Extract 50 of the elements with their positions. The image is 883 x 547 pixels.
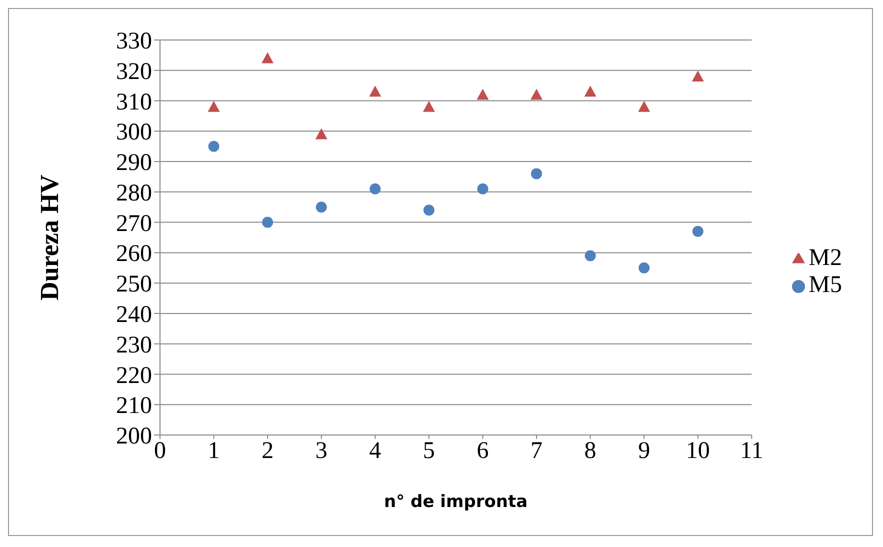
point [638,100,650,112]
point [530,88,543,100]
legend-label: M2 [808,245,842,271]
point [369,86,382,97]
y-tick-label: 280 [116,180,152,206]
x-tick-label: 6 [476,438,489,464]
y-tick-label: 300 [116,120,152,146]
point [316,202,327,213]
x-tick-label: 10 [686,438,710,464]
point [370,183,381,194]
y-tick-label: 260 [116,241,152,268]
x-tick-label: 3 [315,438,328,464]
point [208,140,220,152]
point [262,216,274,228]
y-tick-label: 320 [116,58,152,85]
y-tick-label: 310 [116,89,152,116]
x-tick-label: 11 [740,438,764,464]
x-tick-label: 9 [638,438,650,464]
y-axis-title: Dureza HV [35,174,64,300]
y-tick-label: 250 [116,272,152,298]
point [477,183,488,194]
x-axis-title: n° de impronta [384,492,528,512]
y-tick-label: 330 [116,28,152,55]
point [584,86,596,97]
point [638,262,650,274]
y-tick-label: 270 [116,210,152,237]
y-tick-label: 200 [116,424,152,450]
y-tick-label: 290 [116,150,152,176]
point [692,226,704,237]
x-tick-label: 1 [208,438,220,464]
x-tick-label: 5 [422,438,435,464]
y-tick-label: 210 [116,393,152,420]
y-tick-label: 220 [116,362,152,389]
point [531,168,542,180]
point [262,52,274,64]
point [315,128,328,140]
x-tick-label: 4 [369,438,382,464]
y-tick-label: 230 [116,332,152,358]
point [692,70,704,82]
y-tick-label: 240 [116,302,152,328]
legend-label: M5 [808,272,842,298]
point [208,100,220,112]
x-tick-label: 2 [262,438,274,464]
point [422,100,435,112]
point [476,88,489,100]
x-tick-label: 0 [154,438,166,464]
x-tick-label: 7 [530,438,543,464]
x-tick-label: 8 [584,438,596,464]
point [584,250,596,262]
point [423,204,434,216]
